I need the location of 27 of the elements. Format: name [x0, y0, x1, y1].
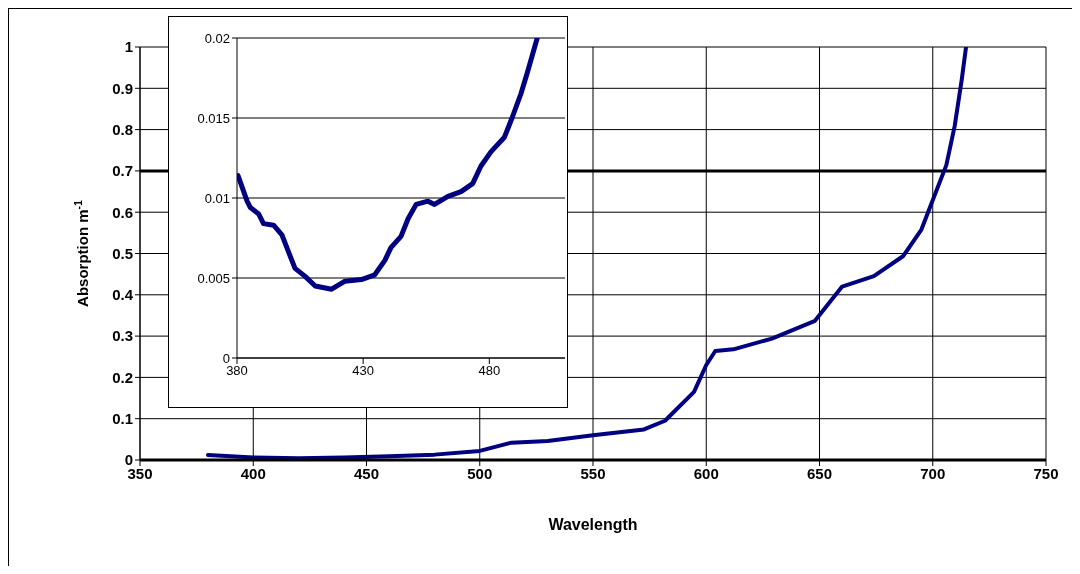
- y-tick-label: 0.01: [204, 190, 230, 206]
- x-tick-label: 400: [240, 464, 266, 482]
- y-tick-label: 0.3: [112, 327, 133, 345]
- x-tick-label: 380: [226, 363, 248, 379]
- x-tick-label: 750: [1033, 464, 1059, 482]
- x-tick-label: 500: [467, 464, 493, 482]
- x-tick-label: 700: [920, 464, 946, 482]
- x-tick-label: 650: [806, 464, 833, 482]
- y-tick-label: 0.8: [112, 120, 133, 138]
- x-tick-label: 600: [693, 464, 719, 482]
- y-tick-label: 0.6: [112, 203, 133, 221]
- x-tick-label: 450: [353, 464, 380, 482]
- x-tick-label: 550: [580, 464, 606, 482]
- y-tick-label: 0.2: [112, 368, 133, 386]
- y-tick-label: 0.02: [204, 30, 230, 46]
- y-tick-label: 0.4: [112, 286, 134, 304]
- y-tick-label: 0.015: [197, 110, 230, 126]
- y-tick-label: 0.9: [112, 79, 133, 97]
- y-tick-label: 0.5: [112, 244, 133, 262]
- y-tick-label: 0: [222, 350, 230, 366]
- x-axis-title: Wavelength: [548, 516, 638, 533]
- x-tick-label: 430: [352, 363, 375, 379]
- y-tick-label: 0.7: [112, 162, 133, 180]
- y-tick-label: 0.005: [197, 270, 230, 286]
- y-tick-label: 1: [124, 38, 133, 56]
- y-tick-label: 0.1: [112, 410, 133, 428]
- x-tick-label: 480: [478, 363, 501, 379]
